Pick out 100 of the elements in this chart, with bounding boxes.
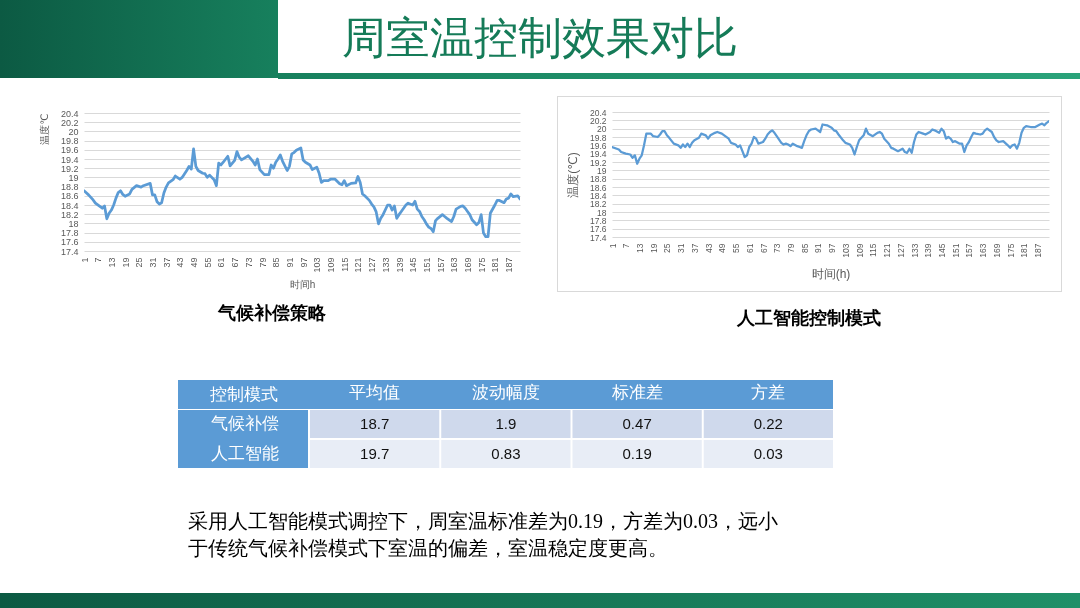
y-tick-label: 18.6 bbox=[589, 182, 607, 193]
x-axis-title: 时间(h) bbox=[811, 266, 851, 281]
x-tick-label: 169 bbox=[991, 243, 1002, 258]
x-tick-label: 145 bbox=[408, 257, 419, 273]
x-tick-label: 187 bbox=[504, 257, 515, 273]
y-tick-label: 19.6 bbox=[589, 140, 607, 151]
y-tick-label: 17.6 bbox=[60, 237, 79, 248]
y-tick-label: 20.2 bbox=[589, 115, 607, 126]
y-axis-title: 温度℃ bbox=[38, 113, 50, 145]
x-tick-label: 133 bbox=[909, 243, 920, 258]
x-tick-label: 115 bbox=[868, 243, 879, 258]
y-tick-label: 17.4 bbox=[60, 246, 79, 257]
x-tick-label: 127 bbox=[367, 257, 378, 273]
text: 气候补偿策略 bbox=[217, 303, 327, 323]
y-tick-label: 18.2 bbox=[60, 209, 79, 220]
x-tick-label: 25 bbox=[662, 243, 673, 253]
x-tick-label: 139 bbox=[923, 243, 934, 258]
x-tick-label: 85 bbox=[799, 243, 810, 253]
y-tick-label: 18 bbox=[597, 207, 607, 218]
x-tick-label: 标准差 bbox=[610, 382, 663, 402]
data-label: 0.83 bbox=[491, 445, 521, 463]
y-tick-label: 17.8 bbox=[60, 228, 79, 239]
y-axis-title: 控制模式 bbox=[209, 384, 278, 404]
x-tick-label: 49 bbox=[717, 243, 728, 253]
y-tick-label: 18.6 bbox=[60, 191, 79, 202]
x-tick-label: 79 bbox=[257, 257, 268, 268]
x-tick-label: 97 bbox=[827, 243, 838, 253]
x-tick-label: 109 bbox=[854, 243, 865, 258]
y-tick-label: 气候补偿 bbox=[210, 413, 279, 433]
x-tick-label: 波动幅度 bbox=[471, 382, 540, 402]
y-tick-label: 19.6 bbox=[60, 145, 79, 156]
data-label: 0.47 bbox=[622, 414, 652, 432]
x-axis-title: 时间h bbox=[289, 278, 316, 290]
x-tick-label: 31 bbox=[676, 243, 687, 253]
y-tick-label: 19.4 bbox=[60, 154, 79, 165]
x-tick-label: 181 bbox=[1019, 243, 1030, 258]
x-tick-label: 103 bbox=[312, 257, 323, 273]
x-tick-label: 平均值 bbox=[349, 382, 401, 402]
line-series bbox=[612, 120, 1049, 165]
y-tick-label: 20 bbox=[68, 126, 79, 137]
x-tick-label: 109 bbox=[326, 257, 337, 273]
x-tick-label: 151 bbox=[421, 257, 432, 273]
y-tick-label: 18.8 bbox=[60, 182, 79, 193]
x-tick-label: 79 bbox=[785, 243, 796, 253]
x-tick-label: 97 bbox=[298, 257, 309, 268]
x-tick-label: 175 bbox=[1005, 243, 1016, 258]
y-tick-label: 18 bbox=[68, 218, 79, 229]
x-tick-label: 19 bbox=[120, 257, 131, 268]
x-tick-label: 139 bbox=[394, 257, 405, 273]
data-label: 18.7 bbox=[360, 414, 390, 432]
y-tick-label: 19.2 bbox=[589, 157, 607, 168]
x-tick-label: 61 bbox=[216, 257, 227, 268]
text: 周室温控制效果对比 bbox=[341, 12, 739, 64]
y-axis-title: 温度(℃) bbox=[565, 152, 580, 198]
y-tick-label: 17.4 bbox=[589, 232, 607, 243]
x-tick-label: 73 bbox=[772, 243, 783, 253]
x-tick-label: 133 bbox=[380, 257, 391, 273]
text: 人工智能控制模式 bbox=[735, 308, 881, 328]
data-label: 0.03 bbox=[753, 445, 783, 463]
y-tick-label: 18.2 bbox=[589, 199, 607, 210]
x-tick-label: 61 bbox=[744, 243, 755, 253]
x-tick-label: 157 bbox=[435, 257, 446, 273]
x-tick-label: 43 bbox=[703, 243, 714, 253]
x-tick-label: 103 bbox=[840, 243, 851, 258]
x-tick-label: 55 bbox=[731, 243, 742, 253]
y-tick-label: 18.4 bbox=[60, 200, 79, 211]
x-tick-label: 85 bbox=[271, 257, 282, 268]
data-label: 0.22 bbox=[753, 414, 783, 432]
x-tick-label: 13 bbox=[106, 257, 117, 268]
x-tick-label: 43 bbox=[175, 257, 186, 268]
x-tick-label: 方差 bbox=[751, 382, 786, 402]
text: 采用人工智能模式调控下，周室温标准差为0.19，方差为0.03，远小于传统气候补偿模式下室温的偏差，室温稳定度更高。 bbox=[188, 509, 779, 561]
x-tick-label: 1 bbox=[79, 257, 90, 263]
x-tick-label: 25 bbox=[134, 257, 145, 268]
x-tick-label: 121 bbox=[353, 257, 364, 273]
y-tick-label: 19.8 bbox=[589, 132, 607, 143]
x-tick-label: 55 bbox=[202, 257, 213, 268]
y-tick-label: 18.8 bbox=[589, 174, 607, 185]
y-tick-label: 17.8 bbox=[589, 215, 607, 226]
x-tick-label: 7 bbox=[621, 243, 632, 249]
x-tick-label: 73 bbox=[243, 257, 254, 268]
x-tick-label: 37 bbox=[161, 257, 172, 268]
data-label: 19.7 bbox=[360, 445, 390, 463]
x-tick-label: 157 bbox=[964, 243, 975, 258]
y-tick-label: 19.8 bbox=[60, 136, 79, 147]
x-tick-label: 31 bbox=[147, 257, 158, 268]
x-tick-label: 13 bbox=[634, 243, 645, 253]
y-tick-label: 17.6 bbox=[589, 224, 607, 235]
y-tick-label: 19 bbox=[597, 165, 607, 176]
data-label: 0.19 bbox=[622, 445, 652, 463]
x-tick-label: 19 bbox=[648, 243, 659, 253]
y-tick-label: 20.2 bbox=[60, 117, 79, 128]
x-tick-label: 145 bbox=[936, 243, 947, 258]
x-tick-label: 163 bbox=[449, 257, 460, 273]
y-tick-label: 20.4 bbox=[60, 108, 79, 119]
x-tick-label: 49 bbox=[189, 257, 200, 268]
x-tick-label: 151 bbox=[950, 243, 961, 258]
y-tick-label: 人工智能 bbox=[210, 444, 279, 464]
x-tick-label: 67 bbox=[230, 257, 241, 268]
x-tick-label: 7 bbox=[93, 257, 104, 263]
